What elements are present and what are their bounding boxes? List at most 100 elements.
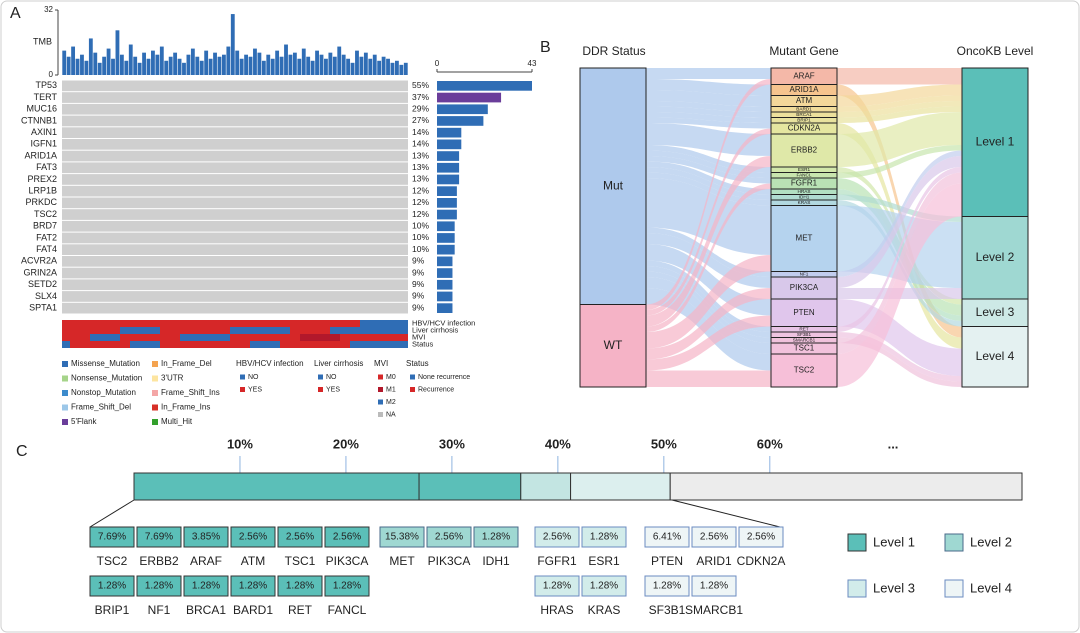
box-value-label: 1.28% [192,581,220,592]
legend-label: In_Frame_Ins [161,403,210,412]
percent-label: 9% [412,302,425,312]
box-value-label: 2.56% [435,532,463,543]
gene-box [183,526,229,548]
sankey-link [646,178,771,255]
tmb-bar [159,46,164,75]
tmb-bar [261,60,266,75]
track-block [160,341,250,348]
gene-label: TERT [34,92,58,102]
tmb-bar [337,46,342,75]
box-value-label: 2.56% [239,532,267,543]
tmb-bar [75,58,80,75]
sankey-link [837,156,962,288]
matrix-row [62,302,408,314]
track-block [62,334,408,341]
sankey-link [646,112,771,123]
count-bar [437,186,457,196]
legend-swatch [62,375,68,382]
tmb-bar [253,48,257,75]
gene-label: FANCL [328,603,367,617]
clinical-tracks [62,320,408,348]
gene-label: CDKN2A [737,554,786,568]
tmb-bar [111,58,115,75]
legend-label: M0 [386,374,396,381]
gene-box [738,526,784,548]
node-label: ESR1 [798,167,811,172]
gene-box [136,526,182,548]
tmb-bar [115,30,120,75]
legend-label: 5'Flank [71,417,98,426]
tmb-bar [310,60,315,75]
legend-label: Level 1 [873,534,915,549]
legend-swatch [62,404,68,411]
gene-box [644,575,690,597]
box-value-label: 3.85% [192,532,220,543]
legend-label: Nonstop_Mutation [71,388,136,397]
tmb-bar [128,44,133,75]
node-label: NF1 [800,271,809,276]
gene-label: PREX2 [27,174,57,184]
percent-label: 14% [412,127,429,137]
legend-label: Level 2 [970,534,1012,549]
gene-label: BARD1 [233,603,273,617]
tmb-bar [151,50,155,75]
tmb-bar [190,48,195,75]
legend-label: In_Frame_Del [161,359,212,368]
tmb-bar [62,50,67,75]
track-block [300,334,340,341]
count-bar [437,127,462,138]
count-bar [437,303,453,313]
tmb-bar [168,56,173,75]
matrix-row [62,127,408,138]
legend-swatch [62,390,68,396]
sankey-link [837,337,962,387]
track-block [280,341,350,348]
tmb-bar [301,48,306,75]
box-value-label: 1.28% [590,532,618,543]
legend-swatch [152,404,158,411]
tmb-bar [359,56,364,75]
gene-label: ARAF [190,554,222,568]
node-label: Level 4 [976,349,1015,363]
gene-label: PTEN [651,554,683,568]
x-tick-label: 40% [545,436,571,451]
tmb-bar [403,62,408,75]
tmb-bar [266,54,271,75]
percent-label: 13% [412,174,429,184]
sankey-node [961,67,1029,217]
box-value-label: 1.28% [482,532,510,543]
box-value-label: 2.56% [747,532,775,543]
tmb-bar [137,62,142,75]
tmb-bar [186,54,191,75]
legend-label: Level 4 [970,580,1012,595]
gene-box [277,575,323,597]
sankey-node [961,326,1029,388]
sankey-link [646,150,771,178]
tmb-bar [319,54,324,75]
box-value-label: 1.28% [653,581,681,592]
gene-label: HRAS [540,603,573,617]
node-label: BRCA1 [796,112,812,117]
tmb-bar [97,62,102,75]
x-tick-label: 50% [651,436,677,451]
percent-label: 13% [412,150,429,160]
bar-segment [570,472,671,501]
matrix-row [62,244,408,255]
legend-swatch [152,390,158,396]
tmb-bar [84,60,89,75]
gene-label: ACVR2A [21,256,57,266]
sankey-link [646,106,771,118]
box-value-label: 1.28% [286,581,314,592]
sankey-link [837,183,962,387]
matrix-row [62,80,408,92]
box-value-label: 2.56% [700,532,728,543]
gene-label: SMARCB1 [685,603,743,617]
count-bar [437,256,453,267]
sankey-node [961,298,1029,327]
legend-label: M2 [386,399,396,406]
gene-label: FAT2 [36,232,57,242]
matrix-row [62,174,408,185]
legend-swatch [378,387,383,392]
gene-label: FAT4 [36,244,57,254]
sankey-link [837,101,962,118]
